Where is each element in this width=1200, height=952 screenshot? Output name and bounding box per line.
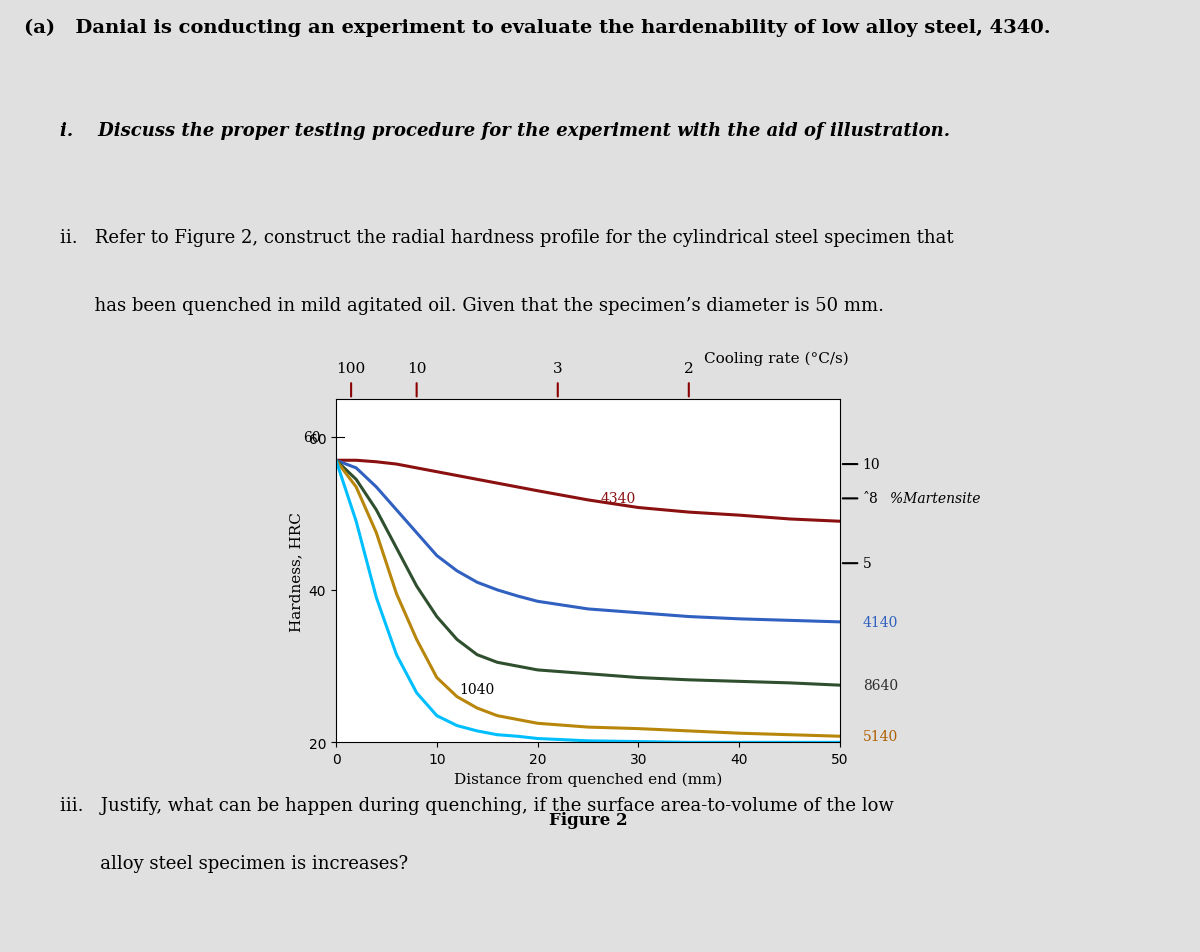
Text: ii.   Refer to Figure 2, construct the radial hardness profile for the cylindric: ii. Refer to Figure 2, construct the rad… — [60, 228, 954, 247]
Text: ˆ8: ˆ8 — [863, 492, 878, 506]
Text: 3: 3 — [553, 362, 563, 376]
Text: iii.   Justify, what can be happen during quenching, if the surface area-to-volu: iii. Justify, what can be happen during … — [60, 796, 894, 814]
Text: Cooling rate (°C/s): Cooling rate (°C/s) — [704, 351, 848, 366]
Text: 100: 100 — [336, 362, 366, 376]
Text: Figure 2: Figure 2 — [548, 811, 628, 828]
Text: 10: 10 — [863, 458, 881, 471]
X-axis label: Distance from quenched end (mm): Distance from quenched end (mm) — [454, 772, 722, 786]
Text: 60: 60 — [304, 431, 320, 445]
Text: has been quenched in mild agitated oil. Given that the specimen’s diameter is 50: has been quenched in mild agitated oil. … — [60, 297, 884, 315]
Y-axis label: Hardness, HRC: Hardness, HRC — [289, 511, 304, 631]
Text: 2: 2 — [684, 362, 694, 376]
Text: (a)   Danial is conducting an experiment to evaluate the hardenability of low al: (a) Danial is conducting an experiment t… — [24, 19, 1051, 37]
Text: 1040: 1040 — [460, 683, 494, 696]
Text: 5140: 5140 — [863, 729, 898, 744]
Text: 4340: 4340 — [601, 492, 636, 506]
Text: 10: 10 — [407, 362, 426, 376]
Text: 4140: 4140 — [863, 615, 898, 629]
Text: %Martensite: %Martensite — [890, 492, 980, 506]
Text: 8640: 8640 — [863, 679, 898, 692]
Text: 5: 5 — [863, 557, 871, 570]
Text: i.    Discuss the proper testing procedure for the experiment with the aid of il: i. Discuss the proper testing procedure … — [60, 122, 950, 140]
Text: alloy steel specimen is increases?: alloy steel specimen is increases? — [60, 854, 408, 872]
